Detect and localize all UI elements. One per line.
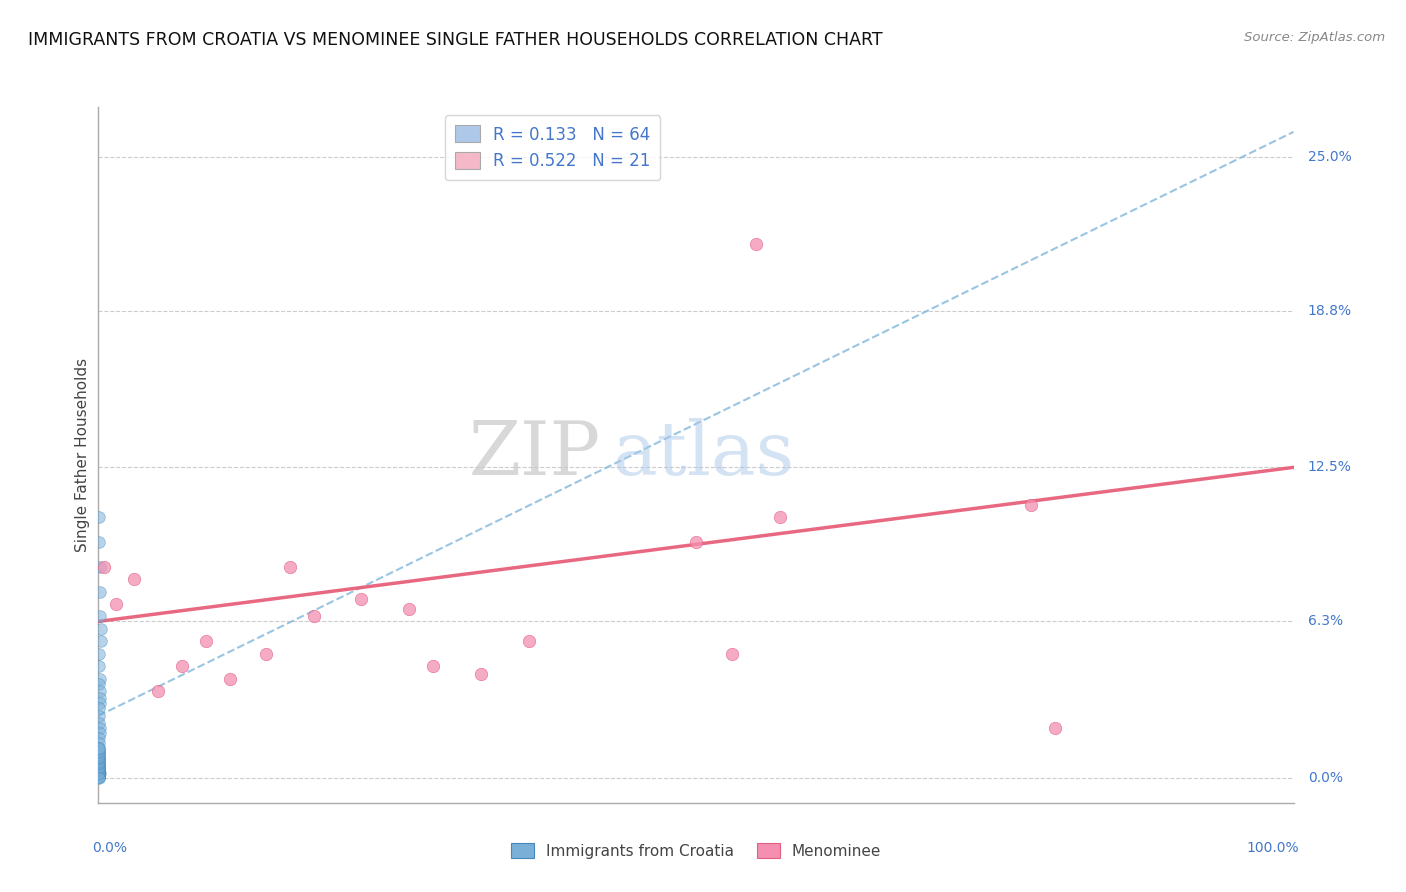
Point bbox=[89, 691, 111, 706]
Point bbox=[219, 672, 242, 686]
Point bbox=[89, 510, 111, 524]
Point bbox=[769, 510, 792, 524]
Point bbox=[87, 769, 110, 783]
Point bbox=[87, 751, 110, 765]
Point bbox=[422, 659, 444, 673]
Point bbox=[87, 770, 110, 784]
Point bbox=[89, 766, 111, 780]
Point bbox=[470, 666, 492, 681]
Point bbox=[89, 716, 111, 731]
Point bbox=[89, 659, 111, 673]
Point bbox=[398, 602, 420, 616]
Point bbox=[1043, 721, 1066, 735]
Text: 0.0%: 0.0% bbox=[1308, 771, 1343, 785]
Point bbox=[87, 745, 110, 759]
Point bbox=[105, 597, 128, 611]
Point bbox=[87, 731, 110, 746]
Point bbox=[302, 609, 325, 624]
Point bbox=[89, 756, 111, 770]
Legend: Immigrants from Croatia, Menominee: Immigrants from Croatia, Menominee bbox=[505, 837, 887, 864]
Point bbox=[87, 767, 110, 781]
Point bbox=[89, 764, 111, 779]
Text: atlas: atlas bbox=[613, 418, 794, 491]
Point bbox=[89, 764, 111, 778]
Point bbox=[89, 684, 111, 698]
Text: 18.8%: 18.8% bbox=[1308, 304, 1353, 318]
Point bbox=[148, 684, 170, 698]
Point bbox=[89, 701, 111, 715]
Point bbox=[89, 676, 111, 690]
Text: 12.5%: 12.5% bbox=[1308, 460, 1351, 475]
Point bbox=[87, 744, 110, 758]
Point bbox=[93, 559, 115, 574]
Point bbox=[89, 769, 111, 783]
Point bbox=[87, 741, 110, 756]
Point bbox=[745, 236, 768, 251]
Point bbox=[172, 659, 194, 673]
Point bbox=[350, 592, 373, 607]
Point bbox=[195, 634, 218, 648]
Point bbox=[89, 766, 111, 780]
Point bbox=[87, 764, 110, 779]
Point bbox=[89, 770, 111, 784]
Point bbox=[89, 647, 111, 661]
Text: ZIP: ZIP bbox=[468, 418, 600, 491]
Point bbox=[89, 758, 111, 772]
Point bbox=[89, 762, 111, 776]
Point bbox=[685, 535, 707, 549]
Text: 100.0%: 100.0% bbox=[1247, 841, 1299, 855]
Point bbox=[517, 634, 540, 648]
Point bbox=[87, 758, 110, 772]
Point bbox=[90, 622, 112, 636]
Text: 25.0%: 25.0% bbox=[1308, 150, 1351, 164]
Point bbox=[87, 760, 110, 774]
Point bbox=[89, 721, 111, 735]
Point bbox=[87, 766, 110, 780]
Point bbox=[89, 726, 111, 740]
Point bbox=[89, 770, 111, 784]
Point bbox=[87, 736, 110, 750]
Point bbox=[1019, 498, 1042, 512]
Point bbox=[90, 634, 112, 648]
Point bbox=[87, 757, 110, 772]
Point bbox=[87, 746, 110, 760]
Point bbox=[89, 559, 111, 574]
Point bbox=[87, 762, 110, 776]
Y-axis label: Single Father Households: Single Father Households bbox=[75, 358, 90, 552]
Point bbox=[278, 559, 301, 574]
Point bbox=[87, 771, 110, 785]
Point bbox=[87, 749, 110, 764]
Point bbox=[89, 609, 111, 624]
Point bbox=[89, 751, 111, 765]
Point bbox=[89, 672, 111, 686]
Point bbox=[87, 764, 110, 778]
Point bbox=[254, 647, 277, 661]
Text: IMMIGRANTS FROM CROATIA VS MENOMINEE SINGLE FATHER HOUSEHOLDS CORRELATION CHART: IMMIGRANTS FROM CROATIA VS MENOMINEE SIN… bbox=[28, 31, 883, 49]
Point bbox=[87, 752, 110, 766]
Point bbox=[89, 697, 111, 711]
Point bbox=[87, 756, 110, 770]
Point bbox=[89, 741, 111, 756]
Point bbox=[89, 584, 111, 599]
Point bbox=[124, 572, 146, 586]
Point bbox=[89, 768, 111, 782]
Text: 0.0%: 0.0% bbox=[93, 841, 128, 855]
Point bbox=[89, 761, 111, 775]
Point bbox=[721, 647, 744, 661]
Point bbox=[87, 755, 110, 769]
Text: 6.3%: 6.3% bbox=[1308, 615, 1343, 628]
Point bbox=[87, 766, 110, 780]
Point bbox=[89, 768, 111, 782]
Point bbox=[87, 748, 110, 763]
Point bbox=[87, 761, 110, 775]
Point bbox=[89, 767, 111, 781]
Point bbox=[89, 708, 111, 723]
Text: Source: ZipAtlas.com: Source: ZipAtlas.com bbox=[1244, 31, 1385, 45]
Point bbox=[87, 747, 110, 762]
Point bbox=[87, 771, 110, 785]
Point bbox=[87, 742, 110, 756]
Point bbox=[87, 754, 110, 768]
Point bbox=[87, 535, 110, 549]
